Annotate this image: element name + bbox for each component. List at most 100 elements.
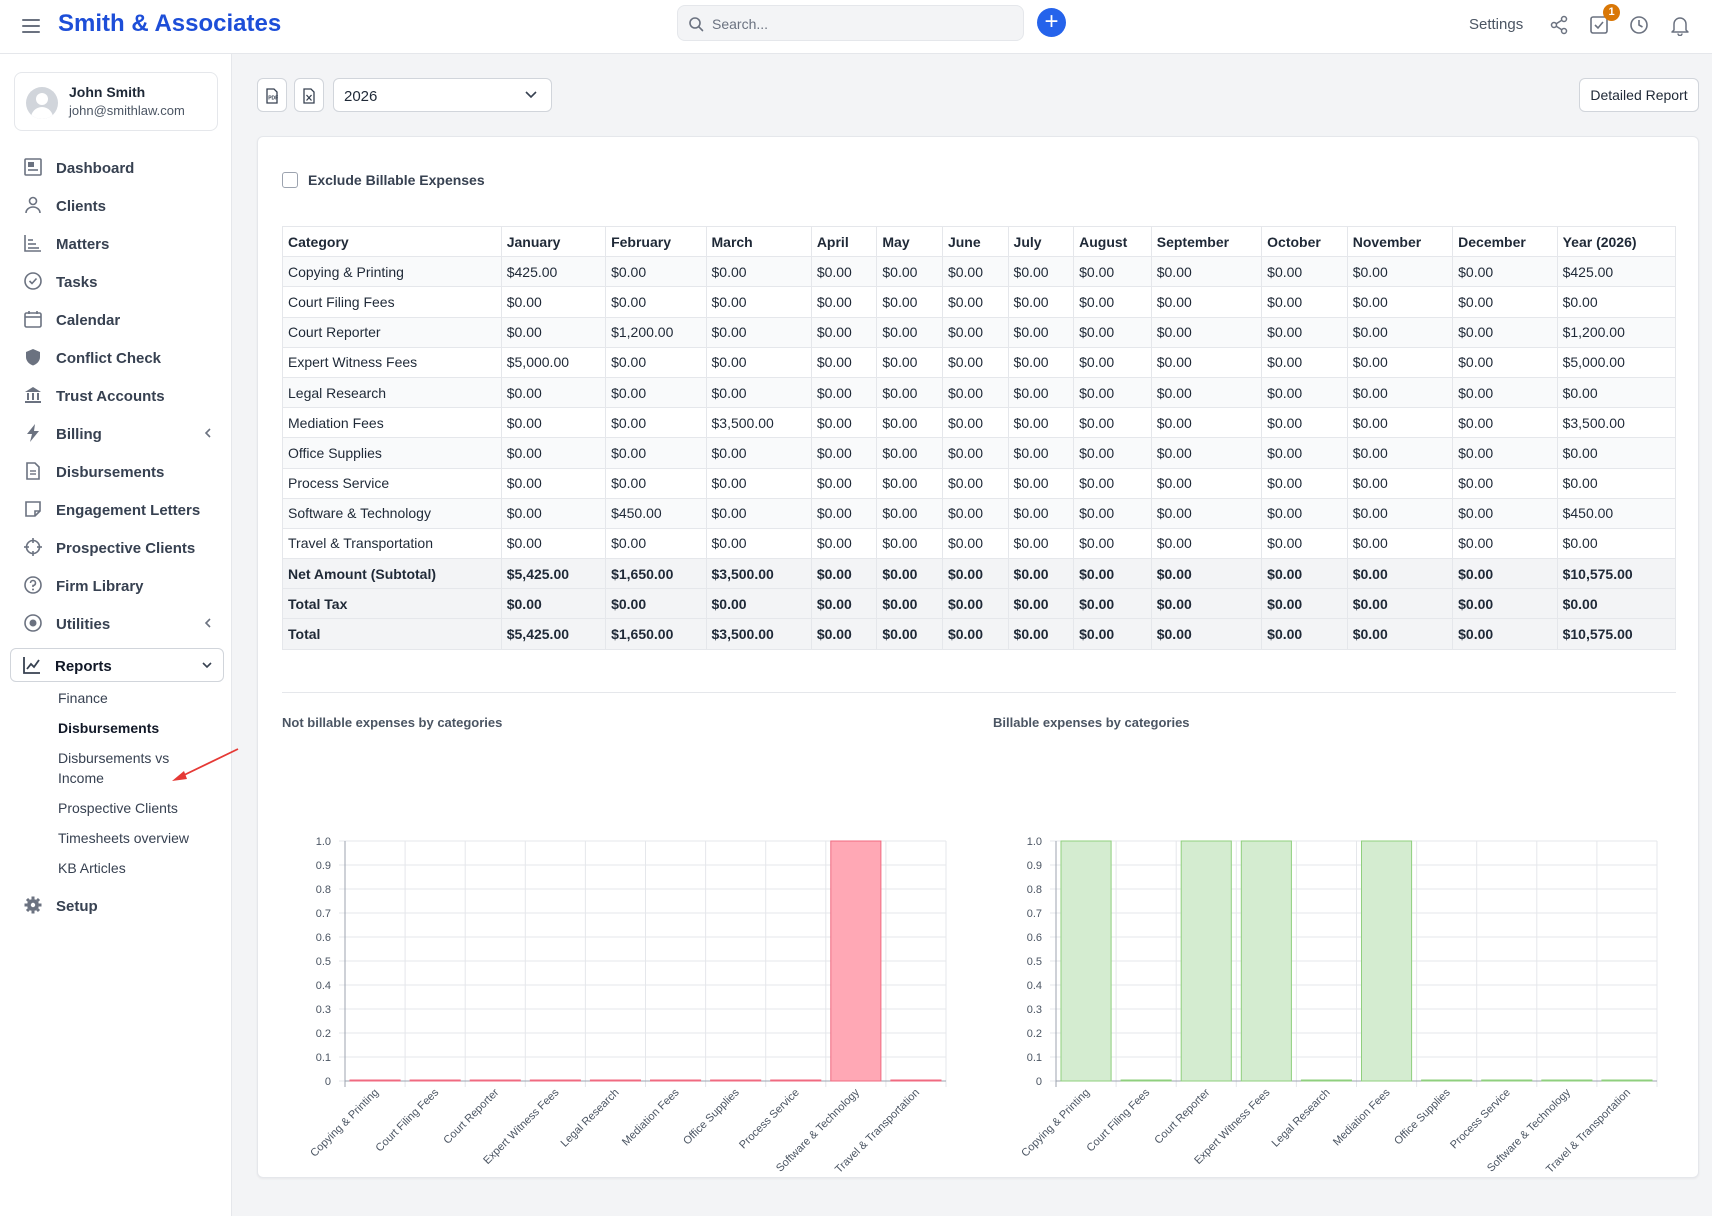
clock-icon[interactable]	[1628, 14, 1650, 36]
annotation-arrow	[172, 748, 239, 781]
exclude-billable-label: Exclude Billable Expenses	[308, 172, 485, 188]
table-cell: $0.00	[1073, 618, 1152, 650]
bar[interactable]	[1601, 1079, 1653, 1082]
bar[interactable]	[1300, 1079, 1352, 1082]
table-cell: $0.00	[1556, 467, 1677, 499]
table-cell: $0.00	[1261, 346, 1348, 378]
nav-label: Matters	[56, 236, 110, 253]
table-cell: $0.00	[810, 286, 878, 318]
table-cell: $0.00	[500, 467, 607, 499]
table-cell: $0.00	[1261, 558, 1348, 590]
sub-item-disbursements-vs-income[interactable]: Disbursements vs Income	[58, 750, 170, 786]
table-cell: $0.00	[1150, 316, 1263, 348]
y-tick-label: 0.3	[1027, 1004, 1042, 1016]
bell-icon[interactable]	[1669, 14, 1691, 36]
bar[interactable]	[1060, 840, 1112, 1082]
search-input[interactable]	[712, 12, 1012, 36]
sub-item-finance[interactable]: Finance	[58, 690, 108, 706]
sidebar: John Smith john@smithlaw.com Dashboard C…	[0, 54, 239, 1216]
sub-item-disbursements[interactable]: Disbursements	[58, 720, 160, 736]
nav-item-clients[interactable]: Clients	[12, 189, 224, 223]
bar[interactable]	[529, 1079, 581, 1082]
bar[interactable]	[1180, 840, 1232, 1082]
matters-icon	[24, 235, 41, 252]
table-cell: $0.00	[1261, 588, 1348, 620]
nav-item-disbursements[interactable]: Disbursements	[12, 455, 224, 489]
sub-item-timesheets-overview[interactable]: Timesheets overview	[58, 830, 189, 846]
section-divider	[282, 692, 1676, 693]
year-select[interactable]: 2026	[333, 78, 552, 112]
nav-item-trust-accounts[interactable]: Trust Accounts	[12, 379, 224, 413]
add-new-button[interactable]: +	[1037, 8, 1066, 37]
table-cell: $0.00	[1261, 618, 1348, 650]
share-icon[interactable]	[1548, 14, 1570, 36]
brand-title[interactable]: Smith & Associates	[58, 10, 282, 37]
bar[interactable]	[1120, 1079, 1172, 1082]
y-tick-label: 0.8	[1027, 884, 1042, 896]
table-cell: $0.00	[1073, 346, 1152, 378]
table-cell: $0.00	[1556, 437, 1677, 469]
nav-item-tasks[interactable]: Tasks	[12, 265, 224, 299]
bar[interactable]	[1541, 1079, 1593, 1082]
nav-item-billing[interactable]: Billing	[12, 417, 224, 451]
y-tick-label: 0.9	[316, 860, 331, 872]
column-header: July	[1007, 225, 1075, 258]
x-tick-label: Court Reporter	[441, 1086, 501, 1146]
bar[interactable]	[1421, 1079, 1473, 1082]
pdf-file-icon: PDF	[266, 88, 278, 104]
table-cell: $3,500.00	[705, 558, 812, 590]
tasks-check-icon[interactable]	[1588, 14, 1610, 36]
bar[interactable]	[589, 1079, 641, 1082]
bar[interactable]	[770, 1079, 822, 1082]
exclude-billable-checkbox[interactable]	[282, 172, 298, 188]
table-cell: $0.00	[1073, 316, 1152, 348]
search-box[interactable]	[677, 5, 1024, 41]
export-excel-button[interactable]	[294, 78, 324, 112]
table-cell: $0.00	[1150, 618, 1263, 650]
nav-item-firm-library[interactable]: Firm Library	[12, 569, 224, 603]
nav-item-conflict-check[interactable]: Conflict Check	[12, 341, 224, 375]
nav-label: Dashboard	[56, 160, 135, 177]
bar[interactable]	[1361, 840, 1413, 1082]
table-cell: $0.00	[1346, 588, 1454, 620]
nav-item-engagement-letters[interactable]: Engagement Letters	[12, 493, 224, 527]
nav-item-reports[interactable]: Reports	[10, 648, 224, 682]
avatar	[26, 87, 58, 119]
bar[interactable]	[710, 1079, 762, 1082]
settings-link[interactable]: Settings	[1469, 16, 1524, 33]
bar[interactable]	[469, 1079, 521, 1082]
bar[interactable]	[650, 1079, 702, 1082]
sub-item-prospective-clients[interactable]: Prospective Clients	[58, 800, 178, 816]
bar[interactable]	[890, 1079, 942, 1082]
bar[interactable]	[349, 1079, 401, 1082]
table-cell: $0.00	[500, 286, 607, 318]
user-profile-card[interactable]: John Smith john@smithlaw.com	[14, 72, 218, 131]
y-tick-label: 0.7	[1027, 908, 1042, 920]
table-cell: $0.00	[876, 407, 943, 439]
nav-item-matters[interactable]: Matters	[12, 227, 224, 261]
shield-icon	[26, 349, 40, 366]
bar[interactable]	[830, 840, 882, 1082]
bar[interactable]	[409, 1079, 461, 1082]
bar[interactable]	[1240, 840, 1292, 1082]
table-cell: $0.00	[1346, 527, 1454, 560]
table-cell: $0.00	[1150, 467, 1263, 499]
hamburger-menu-icon[interactable]	[20, 15, 42, 37]
nav-item-calendar[interactable]: Calendar	[12, 303, 224, 337]
table-cell: $0.00	[876, 316, 943, 348]
x-tick-label: Mediation Fees	[1331, 1086, 1393, 1148]
nav-item-dashboard[interactable]: Dashboard	[12, 151, 224, 185]
y-tick-label: 0.1	[316, 1052, 331, 1064]
column-header: August	[1073, 225, 1152, 258]
table-cell: $0.00	[876, 497, 943, 529]
detailed-report-button[interactable]: Detailed Report	[1579, 78, 1699, 112]
sub-item-kb-articles[interactable]: KB Articles	[58, 860, 126, 876]
table-cell: $0.00	[941, 407, 1009, 439]
table-cell: $0.00	[810, 256, 878, 288]
bar[interactable]	[1481, 1079, 1533, 1082]
export-pdf-button[interactable]: PDF	[257, 78, 287, 112]
table-cell: $5,425.00	[500, 618, 607, 650]
nav-item-prospective-clients[interactable]: Prospective Clients	[12, 531, 224, 565]
nav-item-utilities[interactable]: Utilities	[12, 607, 224, 641]
nav-item-setup[interactable]: Setup	[12, 889, 224, 923]
